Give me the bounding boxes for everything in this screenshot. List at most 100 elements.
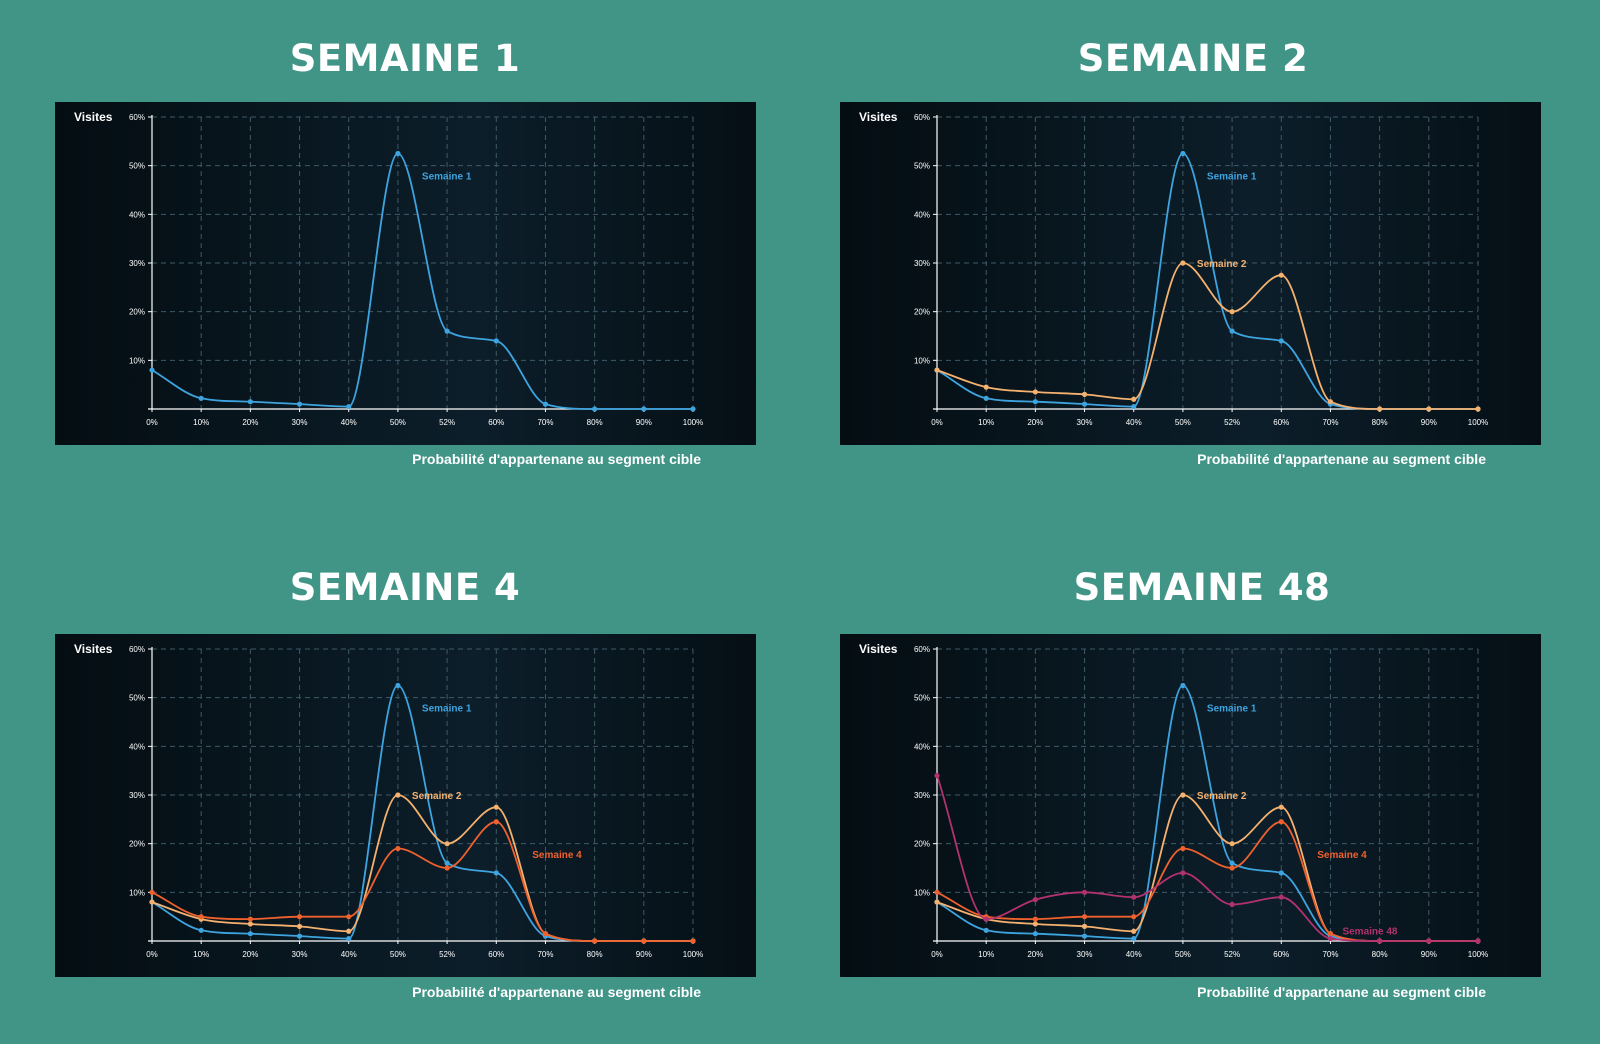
x-tick-label: 40% xyxy=(1126,418,1142,427)
series-label: Semaine 4 xyxy=(532,850,582,861)
series-semaine-2: Semaine 2 xyxy=(934,259,1481,412)
data-point xyxy=(444,841,450,847)
data-point xyxy=(493,870,499,876)
y-tick-label: 30% xyxy=(914,259,930,268)
y-tick-label: 10% xyxy=(129,356,145,365)
data-point xyxy=(1032,897,1038,903)
data-point xyxy=(641,938,647,944)
series-semaine-4: Semaine 4 xyxy=(149,819,696,944)
x-tick-label: 40% xyxy=(1126,950,1142,959)
data-point xyxy=(690,938,696,944)
data-point xyxy=(296,923,303,929)
series-semaine-1: Semaine 1 xyxy=(934,682,1481,944)
y-tick-label: 60% xyxy=(914,113,930,122)
data-point xyxy=(493,819,499,825)
x-tick-label: 80% xyxy=(1372,950,1388,959)
data-point xyxy=(1180,260,1186,266)
data-point xyxy=(198,914,204,920)
data-point xyxy=(444,328,450,334)
y-axis-label: Visites xyxy=(859,110,898,124)
x-tick-label: 40% xyxy=(341,950,357,959)
series-semaine-4: Semaine 4 xyxy=(934,819,1481,944)
data-point xyxy=(1377,406,1383,412)
data-point xyxy=(149,367,155,373)
y-tick-label: 20% xyxy=(914,308,930,317)
data-point xyxy=(1032,916,1038,922)
series-semaine-2: Semaine 2 xyxy=(149,791,696,944)
x-axis-label-semaine-1: Probabilité d'appartenane au segment cib… xyxy=(412,451,701,467)
series-label: Semaine 1 xyxy=(422,172,472,183)
data-point xyxy=(1426,406,1432,412)
data-point xyxy=(1032,931,1038,937)
series-line xyxy=(151,684,693,942)
y-tick-label: 10% xyxy=(914,356,930,365)
data-point xyxy=(1032,921,1038,927)
data-point xyxy=(983,384,989,390)
series-line xyxy=(936,262,1478,410)
data-point xyxy=(247,921,253,927)
x-tick-label: 52% xyxy=(1224,418,1240,427)
data-point xyxy=(493,338,499,344)
data-point xyxy=(542,931,549,937)
data-point xyxy=(1180,792,1186,798)
data-point xyxy=(444,865,450,871)
series-label: Semaine 2 xyxy=(1197,791,1247,802)
y-tick-label: 30% xyxy=(129,259,145,268)
y-tick-label: 60% xyxy=(129,645,145,654)
series-label: Semaine 48 xyxy=(1342,927,1397,938)
grid-lines xyxy=(937,116,1479,409)
y-axis-label: Visites xyxy=(859,642,898,656)
y-tick-label: 40% xyxy=(914,210,930,219)
x-tick-label: 80% xyxy=(587,418,603,427)
data-point xyxy=(247,399,253,405)
series-label: Semaine 2 xyxy=(1197,259,1247,270)
data-point xyxy=(149,889,155,895)
data-point xyxy=(444,860,450,866)
chart-panel-semaine-4: 10% 20% 30% 40% 50% 60% Visites 0% 10% 20% 30% 40% 5… xyxy=(55,634,756,977)
data-point xyxy=(1426,938,1432,944)
y-tick-label: 50% xyxy=(129,162,145,171)
data-point xyxy=(247,931,253,937)
x-tick-label: 60% xyxy=(488,950,504,959)
grid-lines xyxy=(937,648,1479,941)
data-point xyxy=(1131,914,1137,920)
data-point xyxy=(346,914,352,920)
x-tick-label: 40% xyxy=(341,418,357,427)
data-point xyxy=(1229,841,1235,847)
series-label: Semaine 4 xyxy=(1317,850,1367,861)
chart-panel-semaine-1: 10% 20% 30% 40% 50% 60% Visites 0% 10% 20% 30% 40% 5… xyxy=(55,102,756,445)
data-point xyxy=(395,845,401,852)
y-tick-label: 40% xyxy=(129,210,145,219)
x-tick-label: 30% xyxy=(292,418,308,427)
data-point xyxy=(934,772,940,779)
data-point xyxy=(1081,914,1088,920)
data-point xyxy=(1081,401,1088,407)
line-chart-semaine-1: 10% 20% 30% 40% 50% 60% Visites 0% 10% 20% 30% 40% 5… xyxy=(74,110,703,427)
x-tick-label: 60% xyxy=(1273,950,1289,959)
data-point xyxy=(1229,309,1235,315)
y-tick-label: 40% xyxy=(914,742,930,751)
data-point xyxy=(1278,338,1284,344)
x-tick-label: 100% xyxy=(1468,950,1488,959)
y-tick-label: 50% xyxy=(914,694,930,703)
y-tick-label: 10% xyxy=(129,888,145,897)
x-tick-label: 10% xyxy=(193,418,209,427)
x-tick-label: 90% xyxy=(636,950,652,959)
x-tick-label: 80% xyxy=(587,950,603,959)
y-axis-label: Visites xyxy=(74,110,113,124)
data-point xyxy=(1377,938,1383,944)
data-point xyxy=(1475,938,1481,944)
x-tick-label: 10% xyxy=(193,950,209,959)
line-chart-semaine-48: 10% 20% 30% 40% 50% 60% Visites 0% 10% 20% 30% 40% 5… xyxy=(859,642,1488,959)
line-chart-semaine-4: 10% 20% 30% 40% 50% 60% Visites 0% 10% 20% 30% 40% 5… xyxy=(74,642,703,959)
data-point xyxy=(1180,870,1186,876)
x-tick-label: 52% xyxy=(1224,950,1240,959)
y-tick-label: 20% xyxy=(914,840,930,849)
chart-title-semaine-48: SEMAINE 48 xyxy=(1073,566,1331,609)
series-semaine-48: Semaine 48 xyxy=(934,772,1481,944)
y-tick-label: 60% xyxy=(914,645,930,654)
x-tick-label: 60% xyxy=(1273,418,1289,427)
x-tick-label: 90% xyxy=(1421,950,1437,959)
x-tick-label: 50% xyxy=(1175,418,1191,427)
x-axis-label-semaine-4: Probabilité d'appartenane au segment cib… xyxy=(412,984,701,1000)
